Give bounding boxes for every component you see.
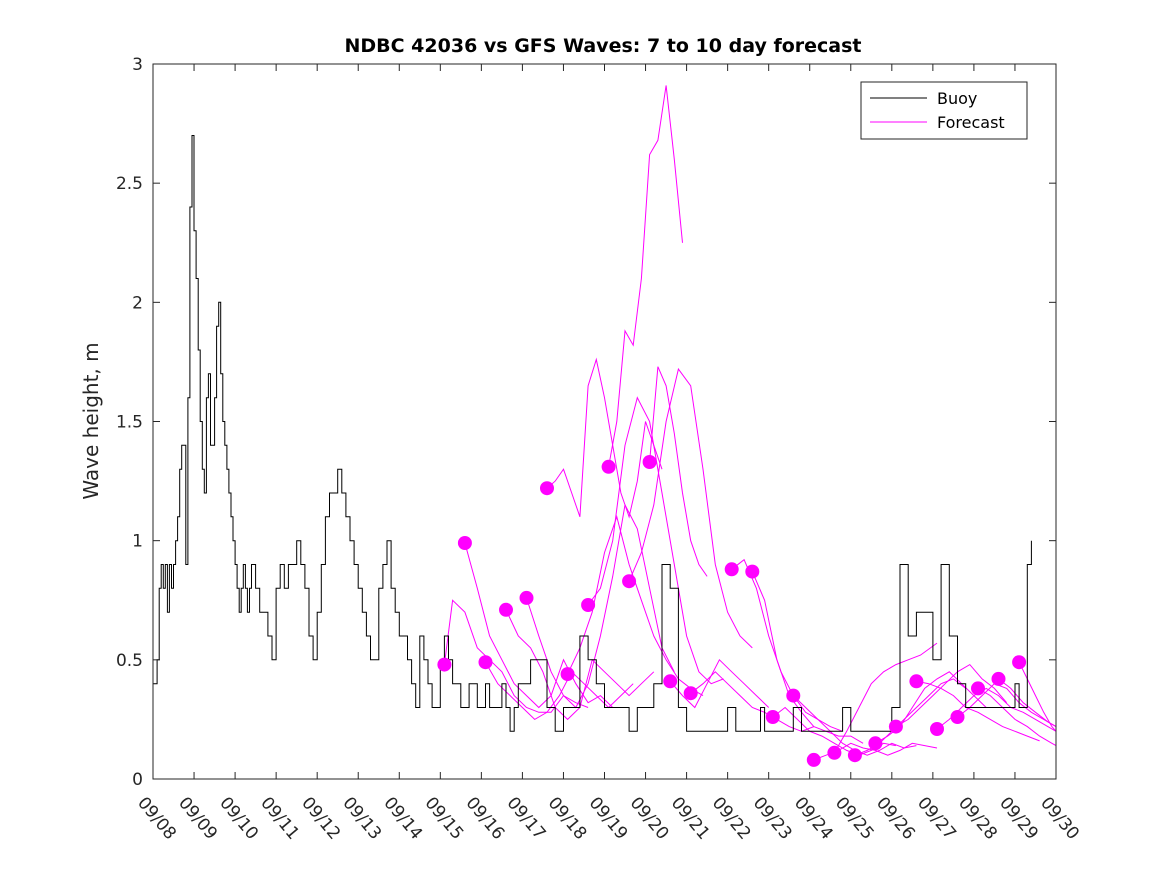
x-tick-label: 09/14 (379, 793, 426, 843)
x-tick-label: 09/20 (626, 793, 673, 843)
x-tick-label: 09/23 (749, 793, 796, 843)
x-tick-label: 09/11 (256, 793, 303, 843)
x-tick-label: 09/17 (503, 793, 550, 843)
y-tick-label: 1 (132, 532, 143, 552)
forecast-marker (663, 674, 678, 689)
forecast-line (628, 367, 753, 649)
x-tick-label: 09/26 (872, 793, 919, 843)
x-tick-label: 09/12 (297, 793, 344, 843)
y-tick-label: 1.5 (116, 413, 143, 433)
y-tick-label: 3 (132, 55, 143, 75)
forecast-marker (499, 602, 513, 617)
axes-box (152, 63, 1057, 780)
x-tick-label: 09/13 (338, 793, 385, 843)
x-tick-label: 09/27 (913, 793, 960, 843)
forecast-line (608, 85, 683, 467)
forecast-marker (806, 752, 821, 767)
plot-area (153, 85, 1057, 767)
forecast-marker (950, 710, 965, 724)
x-tick-label: 09/18 (544, 793, 591, 843)
forecast-marker (971, 681, 985, 696)
x-tick-label: 09/25 (831, 793, 878, 843)
forecast-marker (478, 655, 493, 670)
y-tick-label: 2 (132, 293, 143, 313)
x-tick-label: 09/21 (667, 793, 714, 843)
forecast-marker (847, 748, 862, 763)
forecast-marker (519, 590, 534, 605)
forecast-marker (683, 686, 698, 701)
forecast-marker (930, 722, 944, 736)
forecast-line (649, 366, 708, 577)
x-tick-label: 09/29 (995, 793, 1042, 843)
forecast-line (526, 503, 675, 709)
forecast-marker (827, 745, 842, 760)
forecast-line (443, 599, 589, 713)
buoy-line (153, 135, 1032, 732)
forecast-line (751, 571, 864, 744)
forecast-line (1018, 661, 1057, 732)
forecast-line (464, 542, 614, 709)
legend-buoy-label: Buoy (937, 89, 977, 108)
x-tick-label: 09/30 (1036, 793, 1083, 843)
x-tick-label: 09/10 (215, 793, 262, 843)
forecast-marker (457, 536, 472, 550)
forecast-line (916, 680, 1040, 742)
forecast-marker (786, 688, 801, 703)
y-tick-label: 2.5 (116, 174, 143, 194)
x-tick-label: 09/24 (790, 793, 837, 843)
x-tick-label: 09/09 (174, 793, 221, 843)
legend-box (860, 81, 1028, 140)
forecast-line (731, 558, 843, 732)
forecast-line (895, 663, 1008, 728)
y-tick-label: 0 (132, 770, 143, 790)
x-tick-label: 09/22 (708, 793, 755, 843)
forecast-marker (540, 481, 554, 496)
forecast-line (587, 396, 724, 685)
legend: Buoy Forecast (860, 81, 1028, 140)
forecast-marker (437, 657, 452, 672)
forecast-marker (1012, 655, 1027, 670)
chart-title: NDBC 42036 vs GFS Waves: 7 to 10 day for… (344, 35, 861, 57)
forecast-marker (724, 562, 739, 577)
forecast-line (977, 687, 1057, 747)
y-axis-label: Wave height, m (79, 342, 103, 499)
forecast-line (936, 687, 1057, 732)
forecast-marker (642, 455, 657, 469)
legend-forecast-label: Forecast (937, 113, 1005, 132)
forecast-marker (581, 598, 596, 612)
forecast-marker (888, 719, 903, 734)
x-tick-label: 09/15 (420, 793, 467, 843)
forecast-marker (745, 564, 760, 579)
forecast-marker (601, 459, 616, 474)
x-tick-label: 09/19 (585, 793, 632, 843)
forecast-line (669, 658, 770, 709)
x-tick-label: 09/16 (462, 793, 509, 843)
forecast-marker (991, 671, 1006, 686)
forecast-line (546, 357, 663, 519)
forecast-line (957, 683, 1057, 728)
forecast-marker (765, 710, 780, 724)
forecast-marker (909, 674, 924, 689)
forecast-marker (560, 667, 575, 682)
y-tick-label: 0.5 (116, 651, 143, 671)
x-tick-label: 09/28 (954, 793, 1001, 843)
forecast-marker (868, 736, 883, 751)
x-tick-label: 09/08 (133, 793, 180, 843)
forecast-marker (622, 574, 637, 589)
